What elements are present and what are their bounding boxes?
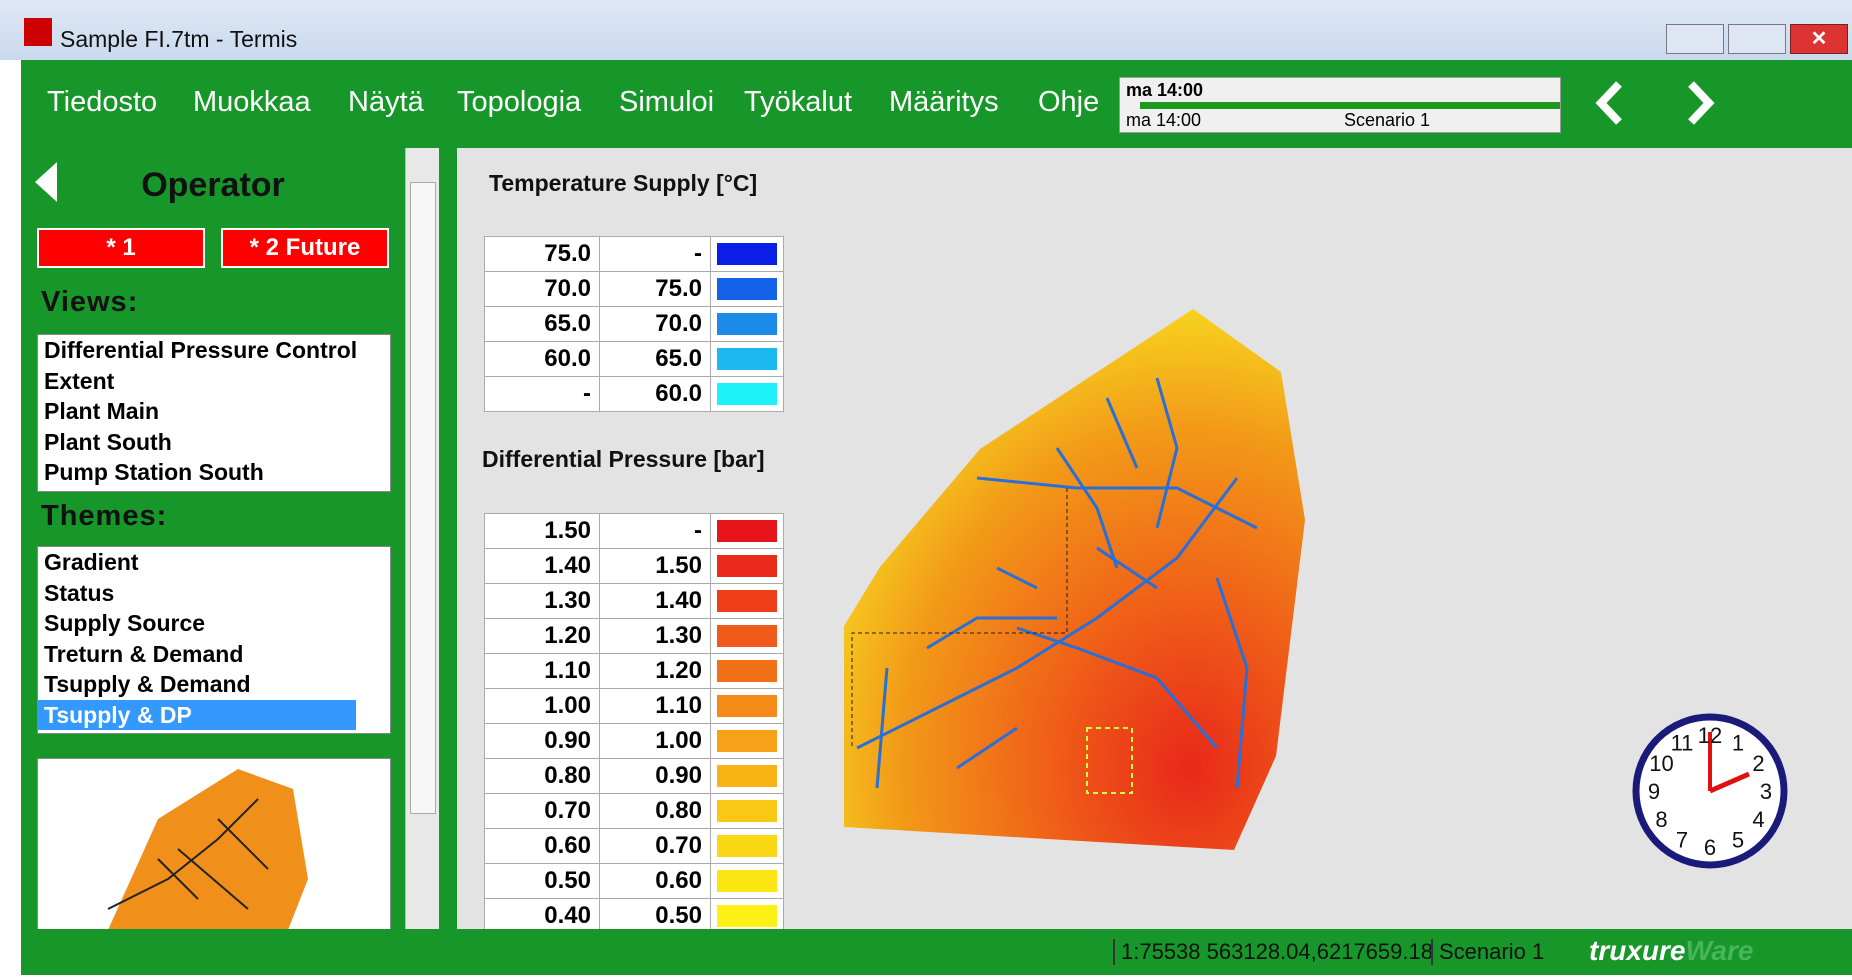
scenario-label: Scenario 1 [1344, 110, 1430, 131]
list-item[interactable]: Extent [38, 366, 356, 397]
status-bar: 1:75538 563128.04,6217659.18 Scenario 1 … [21, 929, 1852, 975]
list-item[interactable]: Status [38, 578, 356, 609]
clock-number: 12 [1698, 723, 1722, 748]
title-bar: Sample FI.7tm - Termis ✕ [0, 0, 1852, 60]
menu-item[interactable]: Tiedosto [47, 86, 157, 119]
menu-item[interactable]: Muokkaa [193, 86, 311, 119]
maximize-button[interactable] [1728, 24, 1786, 54]
list-item[interactable]: Plant Main [38, 396, 356, 427]
list-item[interactable]: Differential Pressure Control [38, 335, 356, 366]
scroll-thumb[interactable] [410, 182, 436, 814]
sidebar-scrollbar[interactable] [405, 148, 440, 929]
sidebar: Operator * 1 * 2 Future Views: Different… [21, 148, 405, 929]
brand-name: truxure [1589, 935, 1685, 966]
clock-number: 2 [1752, 751, 1764, 776]
clock-number: 6 [1704, 835, 1716, 860]
menu-item[interactable]: Työkalut [744, 86, 852, 119]
close-button[interactable]: ✕ [1790, 24, 1848, 54]
clock-number: 7 [1676, 827, 1688, 852]
clock-number: 1 [1732, 731, 1744, 756]
themes-label: Themes: [41, 500, 167, 533]
list-item[interactable]: Plant South [38, 427, 356, 458]
menu-item[interactable]: Topologia [457, 86, 581, 119]
list-item[interactable]: Tsupply & DP [38, 700, 356, 731]
menu-item[interactable]: Näytä [348, 86, 424, 119]
time-bar[interactable]: ma 14:00 ma 14:00 Scenario 1 [1119, 77, 1561, 133]
list-item[interactable]: Tsupply & Demand [38, 669, 356, 700]
map-view: Temperature Supply [°C] 75.0-70.075.065.… [457, 148, 1852, 929]
window-title: Sample FI.7tm - Termis [60, 26, 297, 53]
prev-arrow[interactable] [1601, 84, 1619, 122]
timeline [1140, 102, 1560, 109]
list-item[interactable]: Treturn & Demand [38, 639, 356, 670]
clock-number: 9 [1648, 779, 1660, 804]
menu-item[interactable]: Simuloi [619, 86, 714, 119]
sidebar-title: Operator [21, 166, 405, 205]
clock-number: 8 [1655, 807, 1667, 832]
clock-number: 5 [1732, 827, 1744, 852]
menu-item[interactable]: Määritys [889, 86, 999, 119]
list-item[interactable]: Supply Source [38, 608, 356, 639]
clock-number: 3 [1760, 779, 1772, 804]
menu-item[interactable]: Ohje [1038, 86, 1099, 119]
brand-logo: truxureWare [1589, 935, 1753, 967]
time-top: ma 14:00 [1126, 80, 1203, 101]
status-scenario: Scenario 1 [1431, 939, 1544, 965]
menu-bar: ma 14:00 ma 14:00 Scenario 1 Tiedosto Muo… [21, 60, 1852, 148]
app-icon [24, 18, 52, 46]
clock-number: 11 [1671, 731, 1694, 756]
overview-map[interactable] [37, 758, 391, 931]
views-label: Views: [41, 286, 138, 319]
list-item[interactable]: Gradient [38, 547, 356, 578]
minimize-button[interactable] [1666, 24, 1724, 54]
scenario-button[interactable]: * 2 Future [221, 228, 389, 268]
next-arrow[interactable] [1691, 84, 1709, 122]
list-item[interactable]: Pump Station South [38, 457, 356, 488]
clock-number: 4 [1752, 807, 1764, 832]
brand-suffix: Ware [1685, 935, 1753, 966]
splitter [439, 148, 457, 929]
scenario-button[interactable]: * 1 [37, 228, 205, 268]
overview-map-image [38, 759, 390, 930]
app-window: Sample FI.7tm - Termis ✕ ma 14:00 ma 14:… [0, 0, 1852, 980]
coordinates: 1:75538 563128.04,6217659.18 [1113, 939, 1433, 965]
nav-arrows [1581, 78, 1721, 128]
clock: 121234567891011 [1629, 710, 1791, 872]
time-bottom: ma 14:00 [1126, 110, 1201, 131]
